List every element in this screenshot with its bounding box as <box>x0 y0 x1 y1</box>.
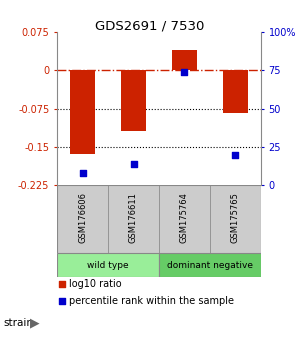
Text: dominant negative: dominant negative <box>167 261 253 270</box>
Point <box>131 161 136 167</box>
Point <box>60 298 64 304</box>
Point <box>60 281 64 287</box>
Point <box>182 69 187 75</box>
Point <box>233 152 238 158</box>
Text: GSM176606: GSM176606 <box>78 193 87 244</box>
Text: GDS2691 / 7530: GDS2691 / 7530 <box>95 19 205 33</box>
Text: strain: strain <box>3 318 33 328</box>
FancyBboxPatch shape <box>159 185 210 253</box>
FancyBboxPatch shape <box>57 253 159 277</box>
Text: percentile rank within the sample: percentile rank within the sample <box>69 296 234 306</box>
Bar <box>172 50 197 70</box>
FancyBboxPatch shape <box>57 185 108 253</box>
Bar <box>121 70 146 131</box>
Text: log10 ratio: log10 ratio <box>69 279 122 289</box>
Text: wild type: wild type <box>87 261 129 270</box>
Text: ▶: ▶ <box>30 316 39 329</box>
Text: GSM175765: GSM175765 <box>231 193 240 244</box>
Bar <box>70 70 95 154</box>
FancyBboxPatch shape <box>210 185 261 253</box>
Text: GSM176611: GSM176611 <box>129 193 138 244</box>
FancyBboxPatch shape <box>159 253 261 277</box>
FancyBboxPatch shape <box>108 185 159 253</box>
Point <box>80 170 85 176</box>
Bar <box>223 70 248 113</box>
Text: GSM175764: GSM175764 <box>180 193 189 244</box>
